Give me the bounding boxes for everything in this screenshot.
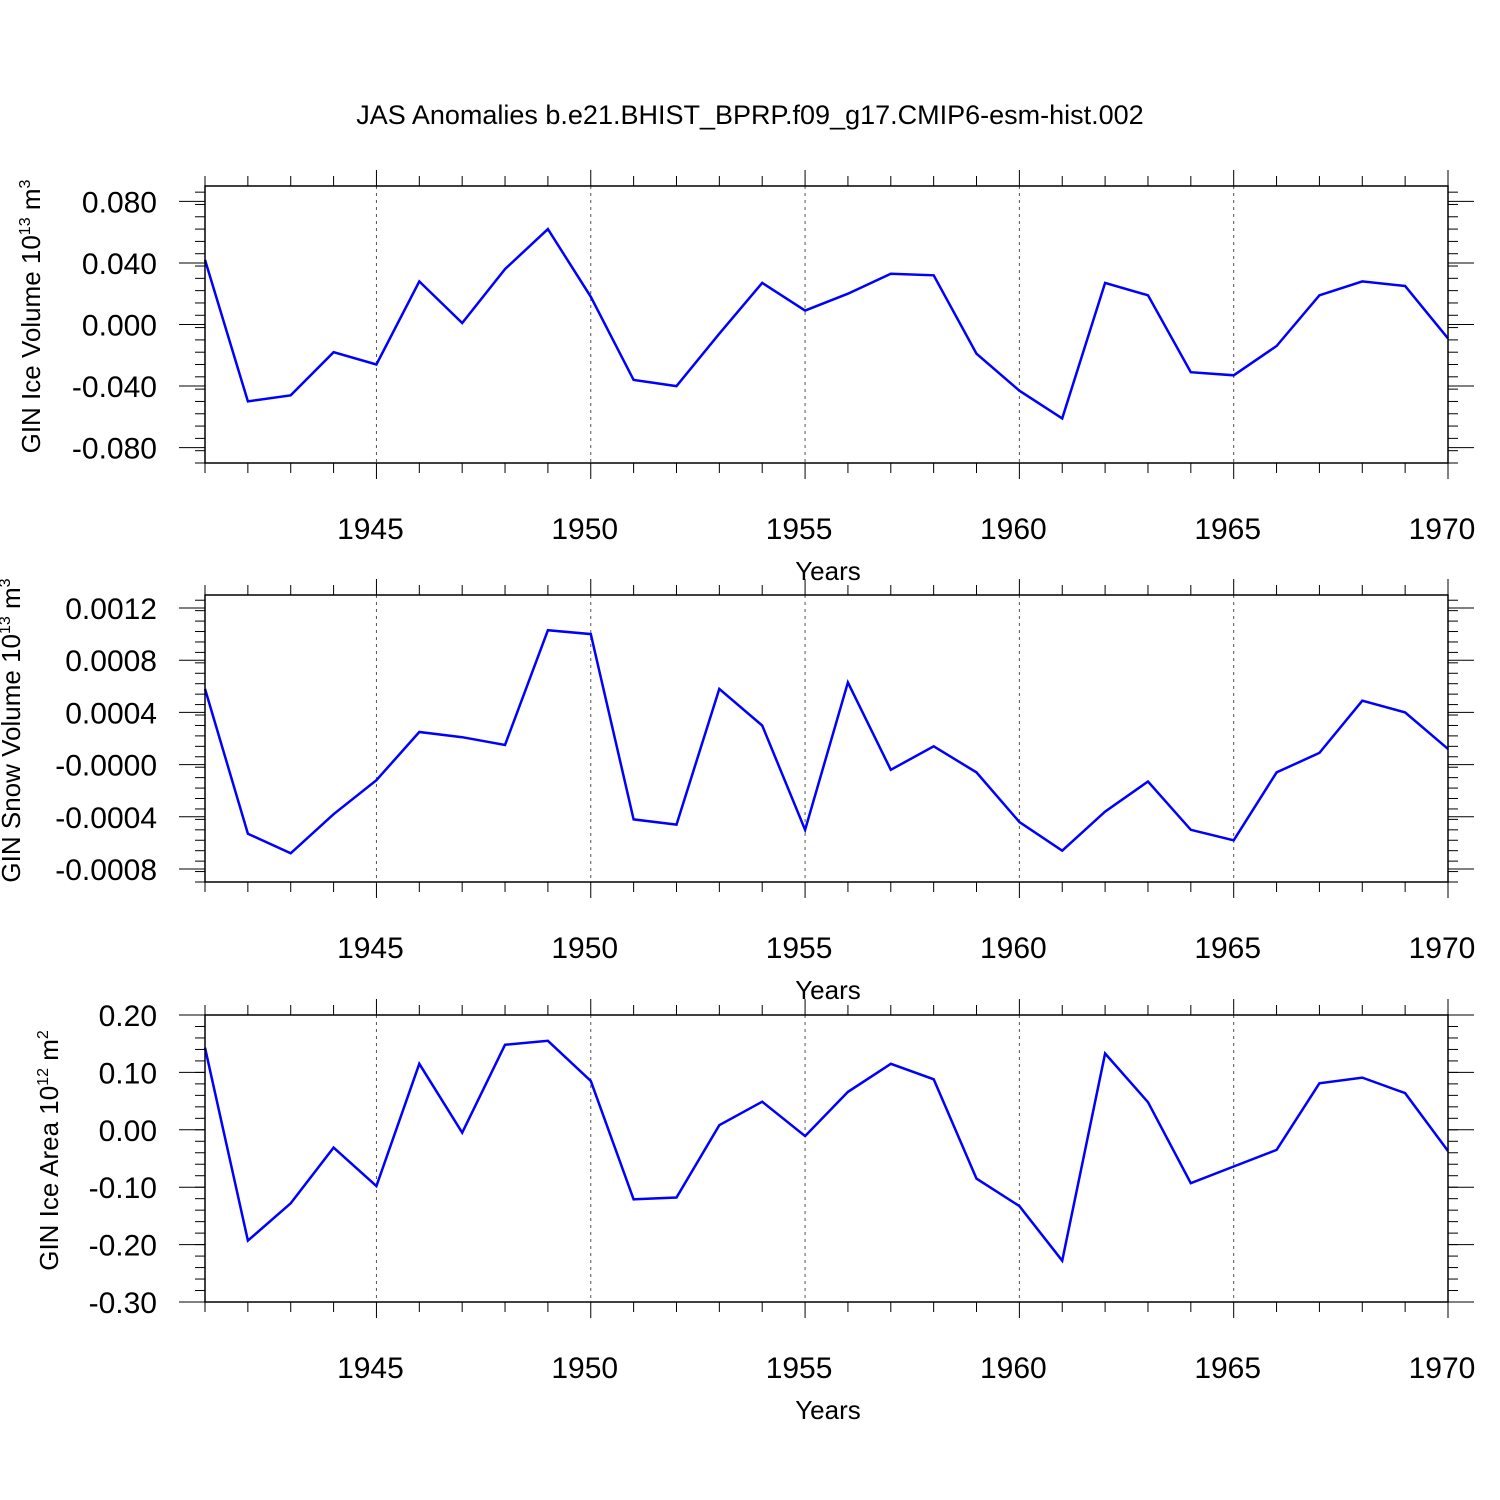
y-tick-label: 0.10 xyxy=(99,1057,157,1090)
x-tick-label: 1970 xyxy=(1409,513,1476,546)
x-tick-label: 1960 xyxy=(980,1352,1047,1385)
y-axis-label: GIN Ice Area 1012 m2 xyxy=(34,1030,64,1271)
x-tick-label: 1945 xyxy=(337,1352,404,1385)
data-series-line xyxy=(203,227,1449,421)
y-tick-label: -0.040 xyxy=(72,371,157,404)
x-tick-label: 1955 xyxy=(766,932,833,965)
panel-1: -0.080 -0.040 0.000 0.040 0.080 1945 1950 1955 1… xyxy=(16,170,1475,586)
y-tick-label: -0.0000 xyxy=(55,750,157,783)
y-tick-label: -0.30 xyxy=(89,1287,157,1320)
x-tick-label: 1955 xyxy=(766,513,833,546)
x-tick-label: 1960 xyxy=(980,513,1047,546)
y-tick-label: 0.080 xyxy=(82,186,157,219)
plot-frame xyxy=(204,594,1449,883)
x-tick-label: 1960 xyxy=(980,932,1047,965)
x-tick-label: 1950 xyxy=(551,513,618,546)
plot-frame xyxy=(204,185,1449,464)
x-tick-label: 1945 xyxy=(337,932,404,965)
x-tick-label: 1965 xyxy=(1194,1352,1261,1385)
x-tick-label: 1965 xyxy=(1194,932,1261,965)
data-series-line xyxy=(203,1039,1450,1264)
plot-frame xyxy=(204,1014,1449,1303)
y-tick-label: -0.0004 xyxy=(55,802,157,835)
y-tick-label: -0.10 xyxy=(89,1172,157,1205)
x-axis-label: Years xyxy=(795,1395,861,1425)
x-tick-label: 1950 xyxy=(551,932,618,965)
panel-3: -0.30 -0.20 -0.10 0.00 0.10 0.20 1945 1950 1955 1… xyxy=(34,999,1475,1425)
y-tick-label: -0.080 xyxy=(72,433,157,466)
x-tick-label: 1955 xyxy=(766,1352,833,1385)
y-axis-label: GIN Ice Volume 1013 m3 xyxy=(16,179,46,453)
panel-2: -0.0008 -0.0004 -0.0000 0.0004 0.0008 0.0012 1… xyxy=(0,578,1475,1005)
y-tick-label: -0.0008 xyxy=(55,854,157,887)
y-tick-label: 0.00 xyxy=(99,1115,157,1148)
x-tick-label: 1970 xyxy=(1409,932,1476,965)
chart-title: JAS Anomalies b.e21.BHIST_BPRP.f09_g17.C… xyxy=(356,100,1143,130)
y-tick-label: 0.040 xyxy=(82,248,157,281)
x-axis-label: Years xyxy=(795,556,861,586)
x-tick-label: 1965 xyxy=(1194,513,1261,546)
y-tick-label: 0.0004 xyxy=(65,697,157,730)
x-tick-label: 1950 xyxy=(551,1352,618,1385)
y-axis-label: GIN Snow Volume 1013 m3 xyxy=(0,578,26,882)
data-series-line xyxy=(203,628,1449,855)
y-tick-label: 0.0012 xyxy=(65,593,157,626)
y-tick-label: -0.20 xyxy=(89,1230,157,1263)
y-tick-label: 0.000 xyxy=(82,310,157,343)
panels: -0.080 -0.040 0.000 0.040 0.080 1945 1950 1955 1… xyxy=(0,170,1475,1425)
x-axis-label: Years xyxy=(795,975,861,1005)
x-tick-label: 1945 xyxy=(337,513,404,546)
x-tick-label: 1970 xyxy=(1409,1352,1476,1385)
y-tick-label: 0.0008 xyxy=(65,645,157,678)
y-tick-label: 0.20 xyxy=(99,1000,157,1033)
